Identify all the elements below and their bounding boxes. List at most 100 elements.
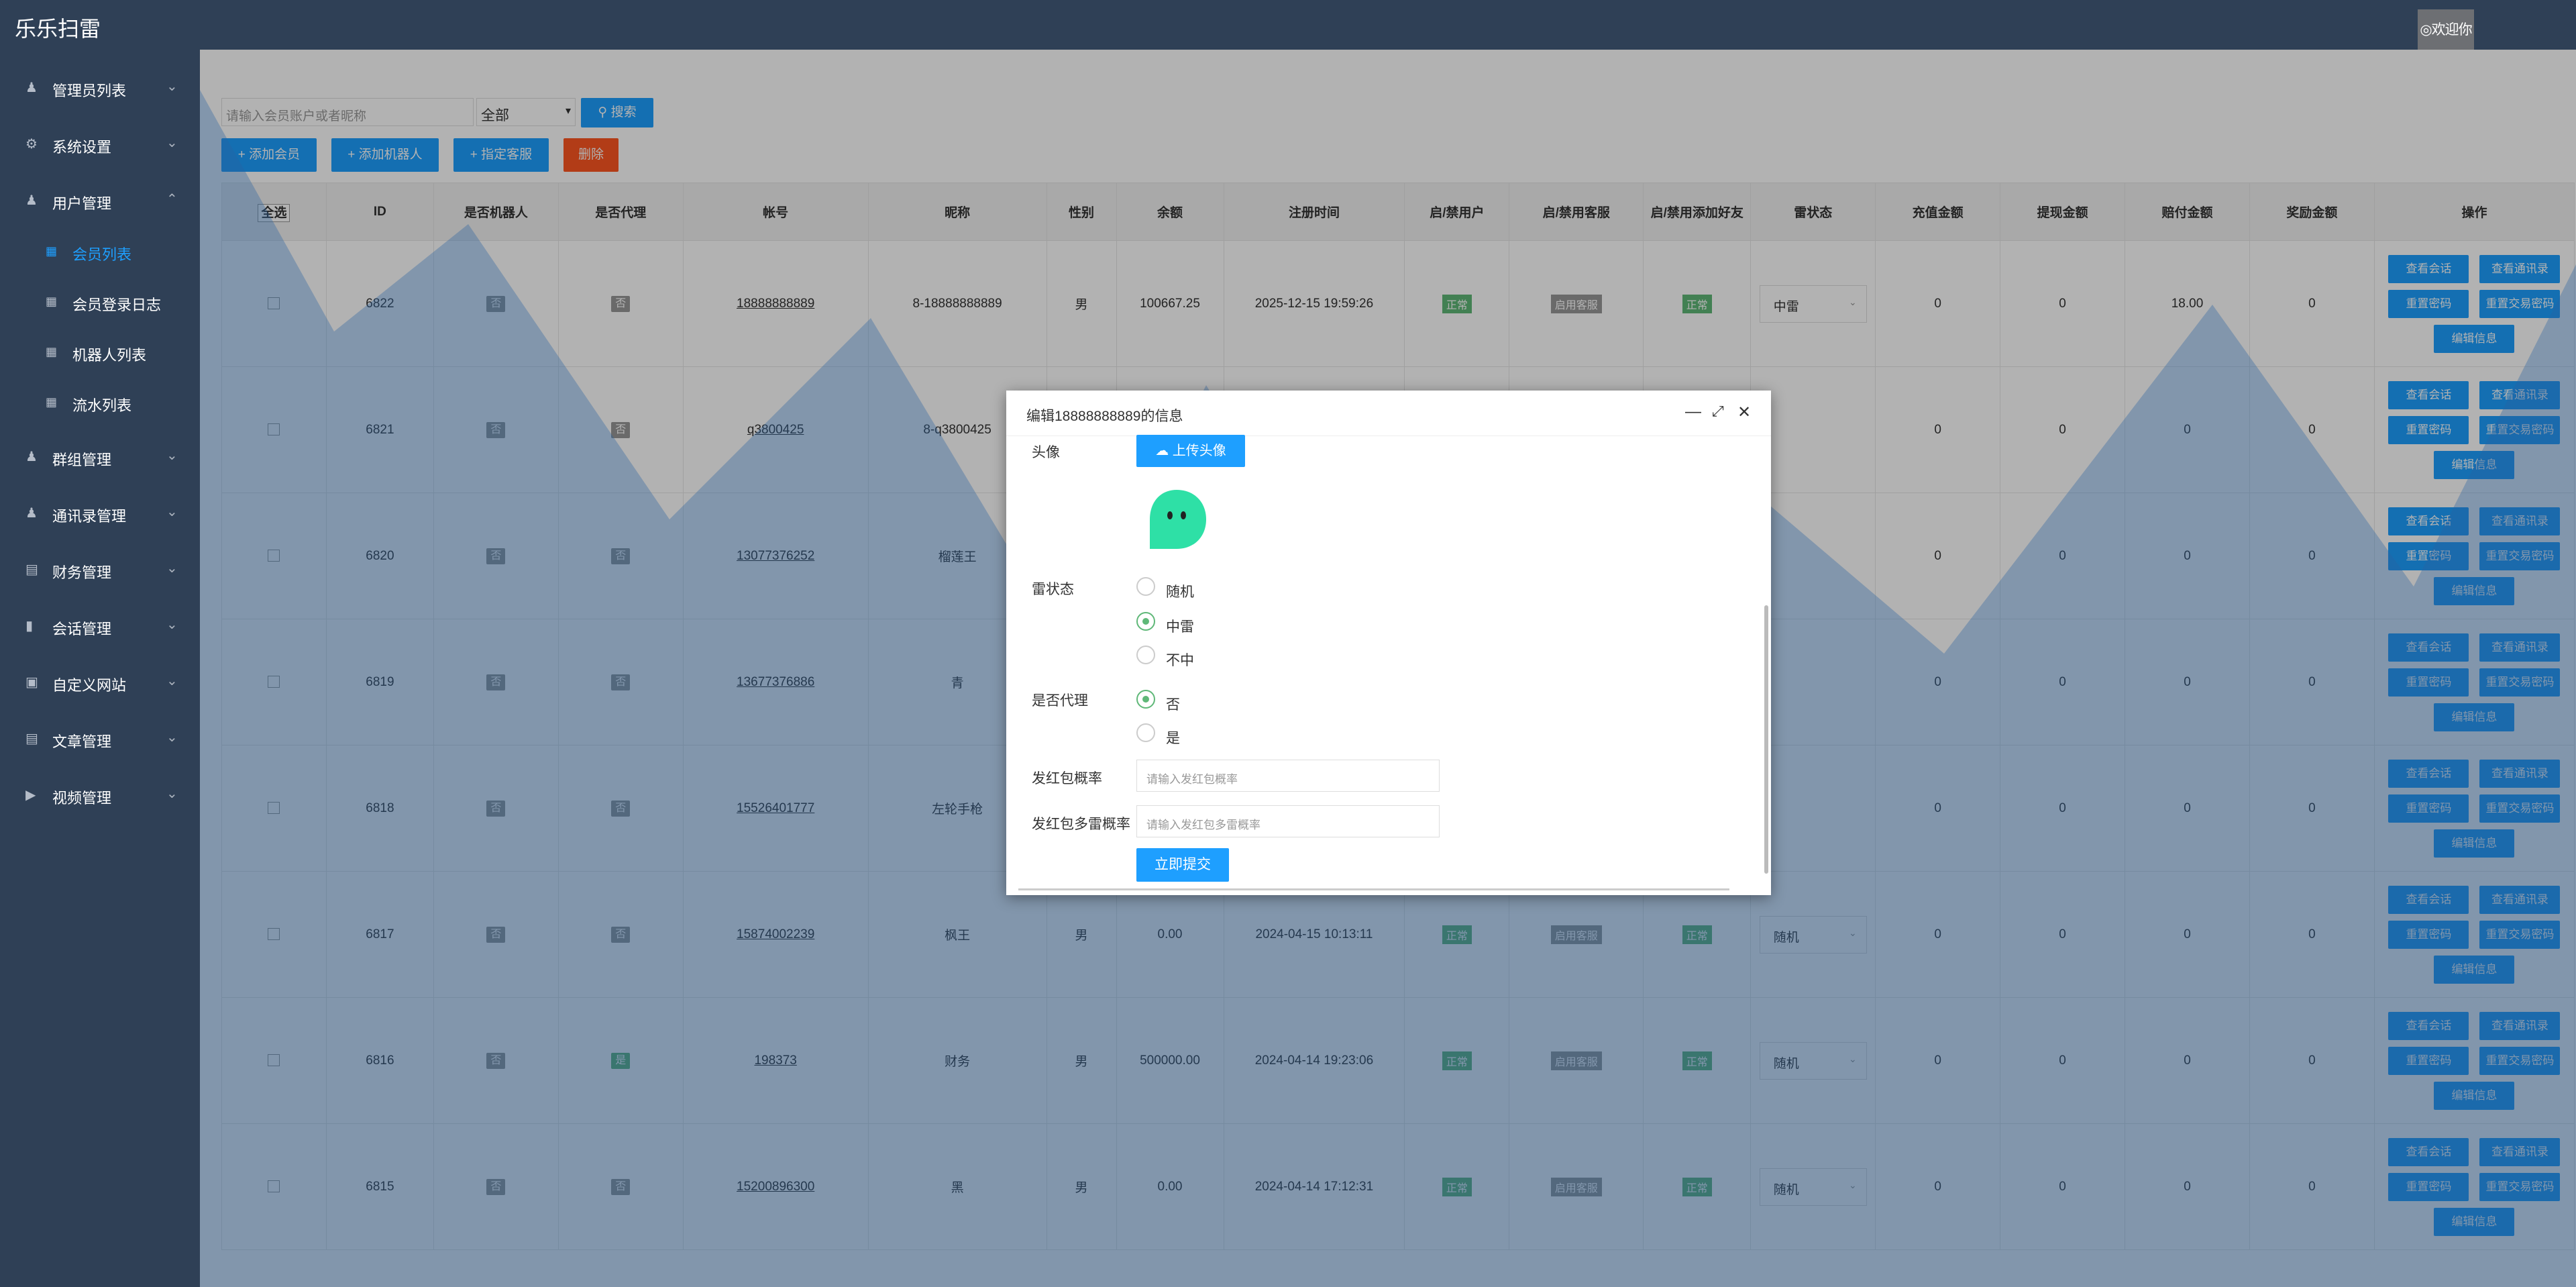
account-link[interactable]: 18888888889 [737, 296, 815, 311]
account-link[interactable]: 15874002239 [737, 927, 815, 941]
view-contacts-button[interactable]: 查看通讯录 [2479, 759, 2561, 788]
search-button[interactable]: ⚲ 搜索 [581, 98, 653, 127]
sidebar-item-robot-list[interactable]: ▦ 机器人列表 [46, 345, 147, 364]
cell-account[interactable]: 18888888889 [682, 240, 869, 367]
friend-status-badge[interactable]: 正常 [1682, 1177, 1712, 1196]
delete-button[interactable]: 删除 [564, 138, 619, 172]
reset-password-button[interactable]: 重置密码 [2388, 542, 2469, 570]
account-link[interactable]: q3800425 [747, 422, 804, 437]
sidebar-item-user-management[interactable]: ♟ 用户管理 ⌃ [25, 192, 178, 212]
user-status-badge[interactable]: 正常 [1442, 1177, 1472, 1196]
cell-service-status[interactable]: 启用客服 [1509, 997, 1644, 1124]
lei-status-select[interactable]: 随机 ⌄ [1759, 1168, 1867, 1206]
agent-radio-yes[interactable] [1136, 723, 1155, 742]
reset-trade-password-button[interactable]: 重置交易密码 [2479, 1046, 2561, 1075]
user-status-badge[interactable]: 正常 [1442, 294, 1472, 313]
cell-service-status[interactable]: 启用客服 [1509, 1123, 1644, 1250]
sidebar-item-article-management[interactable]: ▤ 文章管理 ⌄ [25, 730, 178, 750]
sidebar-item-custom-website[interactable]: ▣ 自定义网站 ⌄ [25, 674, 178, 694]
row-checkbox[interactable] [268, 1054, 280, 1067]
cell-account[interactable]: 15200896300 [682, 1123, 869, 1250]
cell-lei-status[interactable] [1750, 493, 1876, 619]
lei-radio-hit[interactable] [1136, 612, 1155, 631]
reset-trade-password-button[interactable]: 重置交易密码 [2479, 920, 2561, 949]
cell-user-status[interactable]: 正常 [1404, 997, 1510, 1124]
reset-trade-password-button[interactable]: 重置交易密码 [2479, 289, 2561, 318]
service-status-badge[interactable]: 启用客服 [1550, 1177, 1602, 1196]
cell-account[interactable]: 198373 [682, 997, 869, 1124]
row-checkbox-cell[interactable] [221, 493, 327, 619]
row-checkbox-cell[interactable] [221, 871, 327, 998]
edit-info-button[interactable]: 编辑信息 [2434, 955, 2515, 984]
row-checkbox-cell[interactable] [221, 1123, 327, 1250]
cell-lei-status[interactable]: 中雷 ⌄ [1750, 240, 1876, 367]
row-checkbox[interactable] [268, 550, 280, 562]
welcome-user-menu[interactable]: ◎欢迎你 [2418, 9, 2474, 52]
view-chat-button[interactable]: 查看会话 [2388, 885, 2469, 914]
edit-info-button[interactable]: 编辑信息 [2434, 703, 2515, 731]
cell-user-status[interactable]: 正常 [1404, 1123, 1510, 1250]
account-link[interactable]: 13677376886 [737, 674, 815, 689]
account-link[interactable]: 15526401777 [737, 801, 815, 815]
reset-trade-password-button[interactable]: 重置交易密码 [2479, 1172, 2561, 1201]
cell-account[interactable]: 13677376886 [682, 619, 869, 745]
friend-status-badge[interactable]: 正常 [1682, 1051, 1712, 1070]
assign-service-button[interactable]: + 指定客服 [453, 138, 549, 172]
cell-lei-status[interactable] [1750, 619, 1876, 745]
lei-radio-miss[interactable] [1136, 646, 1155, 664]
reset-password-button[interactable]: 重置密码 [2388, 794, 2469, 823]
add-robot-button[interactable]: + 添加机器人 [331, 138, 439, 172]
row-checkbox-cell[interactable] [221, 619, 327, 745]
view-chat-button[interactable]: 查看会话 [2388, 507, 2469, 535]
lei-radio-random[interactable] [1136, 577, 1155, 596]
cell-lei-status[interactable] [1750, 745, 1876, 872]
sidebar-item-admin-list[interactable]: ♟ 管理员列表 ⌄ [25, 79, 178, 99]
row-checkbox[interactable] [268, 423, 280, 436]
user-status-badge[interactable]: 正常 [1442, 1051, 1472, 1070]
minimize-icon[interactable]: — [1685, 403, 1701, 421]
agent-radio-no[interactable] [1136, 690, 1155, 709]
view-contacts-button[interactable]: 查看通讯录 [2479, 885, 2561, 914]
view-contacts-button[interactable]: 查看通讯录 [2479, 507, 2561, 535]
reset-password-button[interactable]: 重置密码 [2388, 289, 2469, 318]
sidebar-item-member-login-log[interactable]: ▦ 会员登录日志 [46, 295, 162, 313]
sidebar-item-flow-list[interactable]: ▦ 流水列表 [46, 395, 132, 414]
view-chat-button[interactable]: 查看会话 [2388, 1137, 2469, 1166]
cell-user-status[interactable]: 正常 [1404, 240, 1510, 367]
service-status-badge[interactable]: 启用客服 [1550, 925, 1602, 944]
edit-info-button[interactable]: 编辑信息 [2434, 829, 2515, 858]
row-checkbox[interactable] [268, 676, 280, 688]
horizontal-scrollbar[interactable] [1018, 888, 1729, 890]
lei-status-select[interactable]: 随机 ⌄ [1759, 1041, 1867, 1080]
filter-select[interactable]: 全部 ▾ [476, 98, 576, 126]
sidebar-item-group-management[interactable]: ♟ 群组管理 ⌄ [25, 448, 178, 468]
row-checkbox[interactable] [268, 297, 280, 310]
view-chat-button[interactable]: 查看会话 [2388, 254, 2469, 283]
upload-avatar-button[interactable]: ☁ 上传头像 [1136, 435, 1245, 467]
row-checkbox[interactable] [268, 928, 280, 941]
reset-password-button[interactable]: 重置密码 [2388, 1046, 2469, 1075]
reset-trade-password-button[interactable]: 重置交易密码 [2479, 542, 2561, 570]
lei-status-select[interactable]: 随机 ⌄ [1759, 915, 1867, 954]
reset-password-button[interactable]: 重置密码 [2388, 920, 2469, 949]
reset-trade-password-button[interactable]: 重置交易密码 [2479, 794, 2561, 823]
vertical-scrollbar[interactable] [1764, 605, 1768, 874]
cell-lei-status[interactable]: 随机 ⌄ [1750, 871, 1876, 998]
reset-password-button[interactable]: 重置密码 [2388, 668, 2469, 697]
close-icon[interactable]: ✕ [1737, 403, 1752, 421]
edit-info-button[interactable]: 编辑信息 [2434, 576, 2515, 605]
cell-lei-status[interactable]: 随机 ⌄ [1750, 997, 1876, 1124]
view-contacts-button[interactable]: 查看通讯录 [2479, 1011, 2561, 1040]
view-contacts-button[interactable]: 查看通讯录 [2479, 633, 2561, 662]
cell-account[interactable]: 13077376252 [682, 493, 869, 619]
view-chat-button[interactable]: 查看会话 [2388, 1011, 2469, 1040]
row-checkbox-cell[interactable] [221, 745, 327, 872]
reset-password-button[interactable]: 重置密码 [2388, 1172, 2469, 1201]
reset-trade-password-button[interactable]: 重置交易密码 [2479, 668, 2561, 697]
view-contacts-button[interactable]: 查看通讯录 [2479, 380, 2561, 409]
view-chat-button[interactable]: 查看会话 [2388, 380, 2469, 409]
edit-info-button[interactable]: 编辑信息 [2434, 1081, 2515, 1110]
user-status-badge[interactable]: 正常 [1442, 925, 1472, 944]
sidebar-item-finance-management[interactable]: ▤ 财务管理 ⌄ [25, 561, 178, 581]
view-chat-button[interactable]: 查看会话 [2388, 759, 2469, 788]
